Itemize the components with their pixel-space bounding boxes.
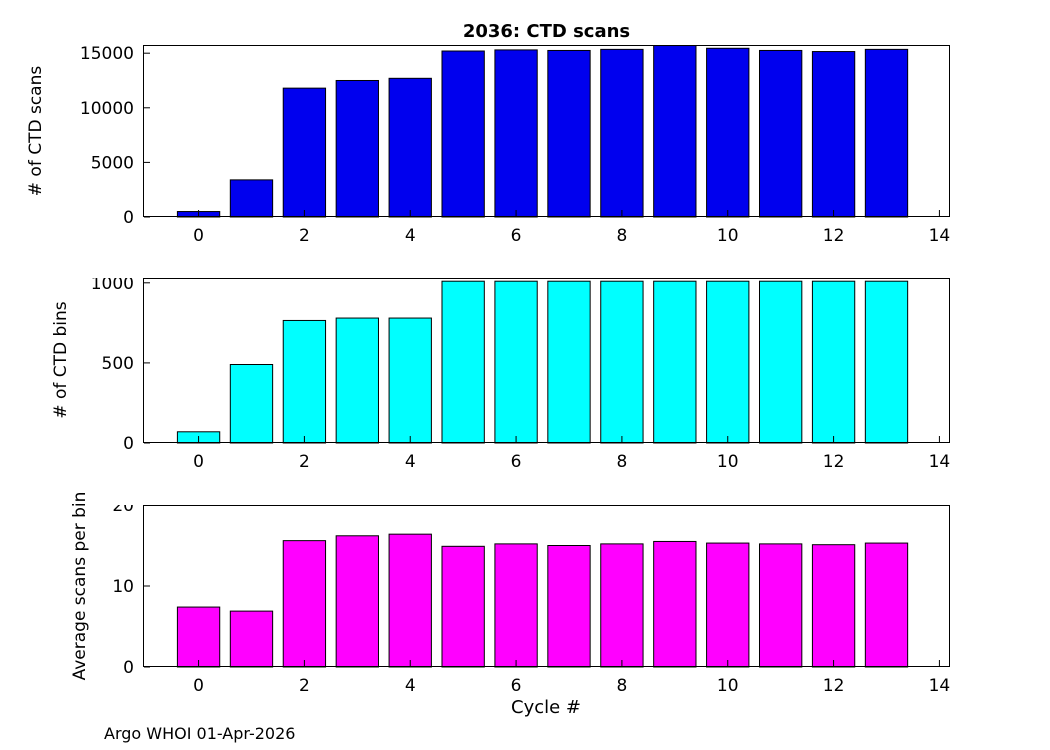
bar-cycle-11	[759, 49, 803, 218]
x-tick-label: 4	[405, 676, 416, 696]
bar-cycle-11	[759, 280, 803, 444]
bar-cycle-12	[811, 51, 856, 218]
y-tick-label: 1000	[91, 278, 134, 294]
y-tick-label: 5000	[91, 153, 134, 173]
bar-cycle-6	[494, 543, 538, 668]
x-tick-label: 6	[511, 452, 522, 472]
y-tick-label: 0	[123, 658, 134, 678]
ctd-bins-bar-chart: 0 2 4 6 8 10 12 14 0 500 1000	[91, 278, 950, 472]
bar-cycle-0	[176, 606, 221, 668]
footer-text: Argo WHOI 01-Apr-2026	[104, 724, 296, 743]
bar-cycle-3	[335, 79, 379, 218]
bar-cycle-5	[441, 545, 485, 668]
y-tick-label: 0	[123, 208, 134, 228]
x-axis-label: Cycle #	[511, 697, 581, 718]
bar-cycle-1	[229, 179, 274, 218]
x-tick-label: 8	[616, 226, 627, 246]
bar-cycle-3	[335, 535, 379, 668]
y-tick-label: 20	[112, 505, 134, 516]
axes-box	[143, 505, 950, 667]
chart-title: 2036: CTD scans	[462, 21, 631, 42]
x-tick-label: 12	[823, 676, 845, 696]
x-tick-label: 10	[717, 676, 739, 696]
y-tick-label: 500	[102, 354, 134, 374]
bar-cycle-10	[706, 542, 750, 668]
bar-cycle-13	[864, 280, 909, 444]
x-tick-label: 8	[616, 452, 627, 472]
bar-cycle-13	[864, 542, 909, 668]
x-tick-label: 10	[717, 226, 739, 246]
bar-cycle-8	[600, 280, 644, 444]
bar-cycle-6	[494, 280, 538, 444]
x-tick-label: 2	[299, 452, 310, 472]
y-tick-label: 10	[112, 577, 134, 597]
x-tick-label: 14	[929, 676, 950, 696]
bar-cycle-4	[388, 533, 432, 668]
bar-cycle-5	[441, 50, 485, 218]
x-tick-label: 4	[405, 452, 416, 472]
bar-cycle-11	[759, 543, 803, 668]
y-tick-label: 0	[123, 434, 134, 454]
axes-box	[143, 278, 950, 443]
bar-cycle-9	[653, 45, 697, 218]
bar-cycle-7	[547, 280, 591, 444]
bar-cycle-13	[864, 48, 909, 218]
bar-cycle-5	[441, 280, 485, 444]
bar-cycle-7	[547, 545, 591, 668]
bar-cycle-2	[282, 87, 327, 218]
y-tick-label: 10000	[80, 99, 134, 119]
bar-cycle-1	[229, 364, 274, 444]
bar-cycle-8	[600, 48, 644, 218]
bar-cycle-12	[811, 544, 856, 668]
bar-cycle-3	[335, 317, 379, 444]
y-tick-label: 15000	[80, 45, 134, 64]
x-tick-label: 2	[299, 676, 310, 696]
bar-cycle-12	[811, 280, 856, 444]
y-axis-label-ctd-scans: # of CTD scans	[26, 65, 46, 197]
bar-cycle-9	[653, 540, 697, 668]
bar-cycle-10	[706, 280, 750, 444]
x-tick-label: 6	[511, 676, 522, 696]
x-tick-label: 0	[193, 452, 204, 472]
x-tick-label: 6	[511, 226, 522, 246]
x-tick-label: 8	[616, 676, 627, 696]
x-tick-label: 12	[823, 452, 845, 472]
bar-cycle-2	[282, 540, 327, 668]
x-tick-label: 2	[299, 226, 310, 246]
avg-scans-per-bin-bar-chart: 0 2 4 6 8 10 12 14 0 10 20	[112, 505, 950, 696]
axes-box	[143, 45, 950, 217]
x-tick-label: 0	[193, 226, 204, 246]
x-tick-label: 10	[717, 452, 739, 472]
x-tick-label: 0	[193, 676, 204, 696]
bar-cycle-1	[229, 610, 274, 668]
bar-cycle-2	[282, 319, 327, 444]
bar-cycle-10	[706, 47, 750, 218]
bar-cycle-9	[653, 280, 697, 444]
bar-cycle-6	[494, 49, 538, 218]
x-tick-label: 12	[823, 226, 845, 246]
x-tick-label: 14	[929, 226, 950, 246]
bar-cycle-4	[388, 317, 432, 444]
bar-cycle-7	[547, 49, 591, 218]
bar-cycle-4	[388, 77, 432, 218]
x-tick-label: 4	[405, 226, 416, 246]
x-tick-label: 14	[929, 452, 950, 472]
bar-cycle-8	[600, 543, 644, 668]
ctd-scans-bar-chart: 0 2 4 6 8 10 12 14 0 5000 10000 15000	[80, 45, 950, 246]
